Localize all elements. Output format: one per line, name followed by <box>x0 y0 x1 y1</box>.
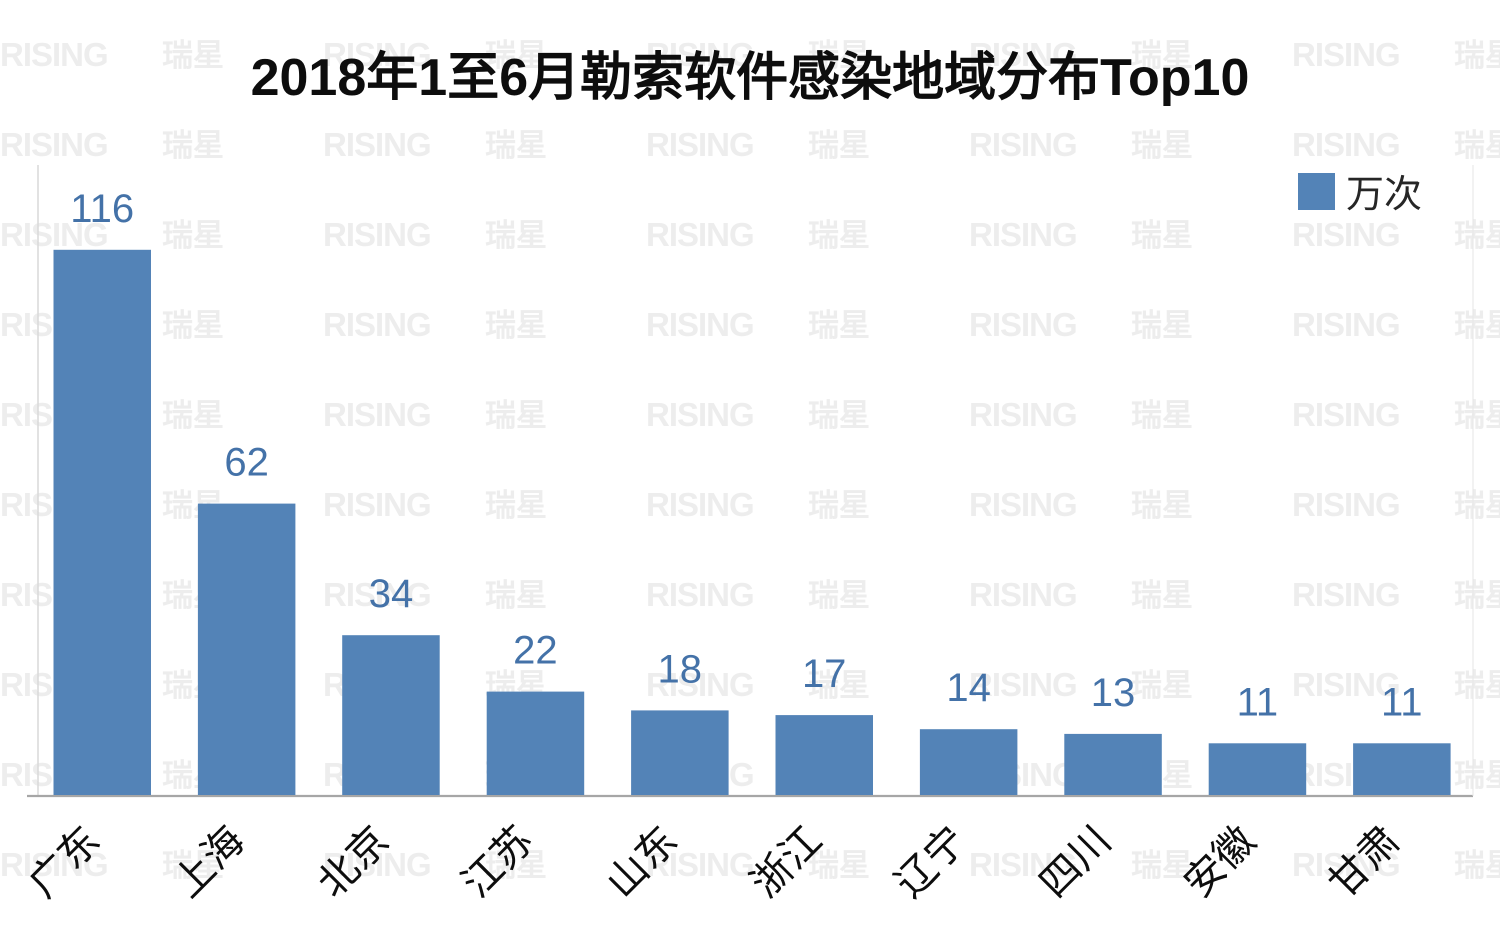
svg-text:辽宁: 辽宁 <box>887 818 975 906</box>
svg-text:22: 22 <box>513 629 558 673</box>
svg-text:14: 14 <box>946 666 991 710</box>
svg-text:广东: 广东 <box>21 818 109 906</box>
svg-text:万次: 万次 <box>1346 174 1422 216</box>
svg-text:山东: 山东 <box>598 818 686 906</box>
svg-text:18: 18 <box>658 647 703 691</box>
svg-text:11: 11 <box>1237 680 1279 724</box>
svg-text:浙江: 浙江 <box>743 818 831 906</box>
svg-text:62: 62 <box>224 441 269 485</box>
svg-text:116: 116 <box>70 187 134 231</box>
svg-text:安徽: 安徽 <box>1176 818 1264 906</box>
svg-text:甘肃: 甘肃 <box>1320 818 1408 906</box>
svg-text:北京: 北京 <box>310 818 398 906</box>
svg-text:13: 13 <box>1091 671 1136 715</box>
svg-text:上海: 上海 <box>165 818 253 906</box>
svg-text:江苏: 江苏 <box>454 818 542 906</box>
svg-text:11: 11 <box>1381 680 1423 724</box>
svg-text:四川: 四川 <box>1032 818 1120 906</box>
svg-text:34: 34 <box>369 572 414 616</box>
svg-text:17: 17 <box>802 652 847 696</box>
